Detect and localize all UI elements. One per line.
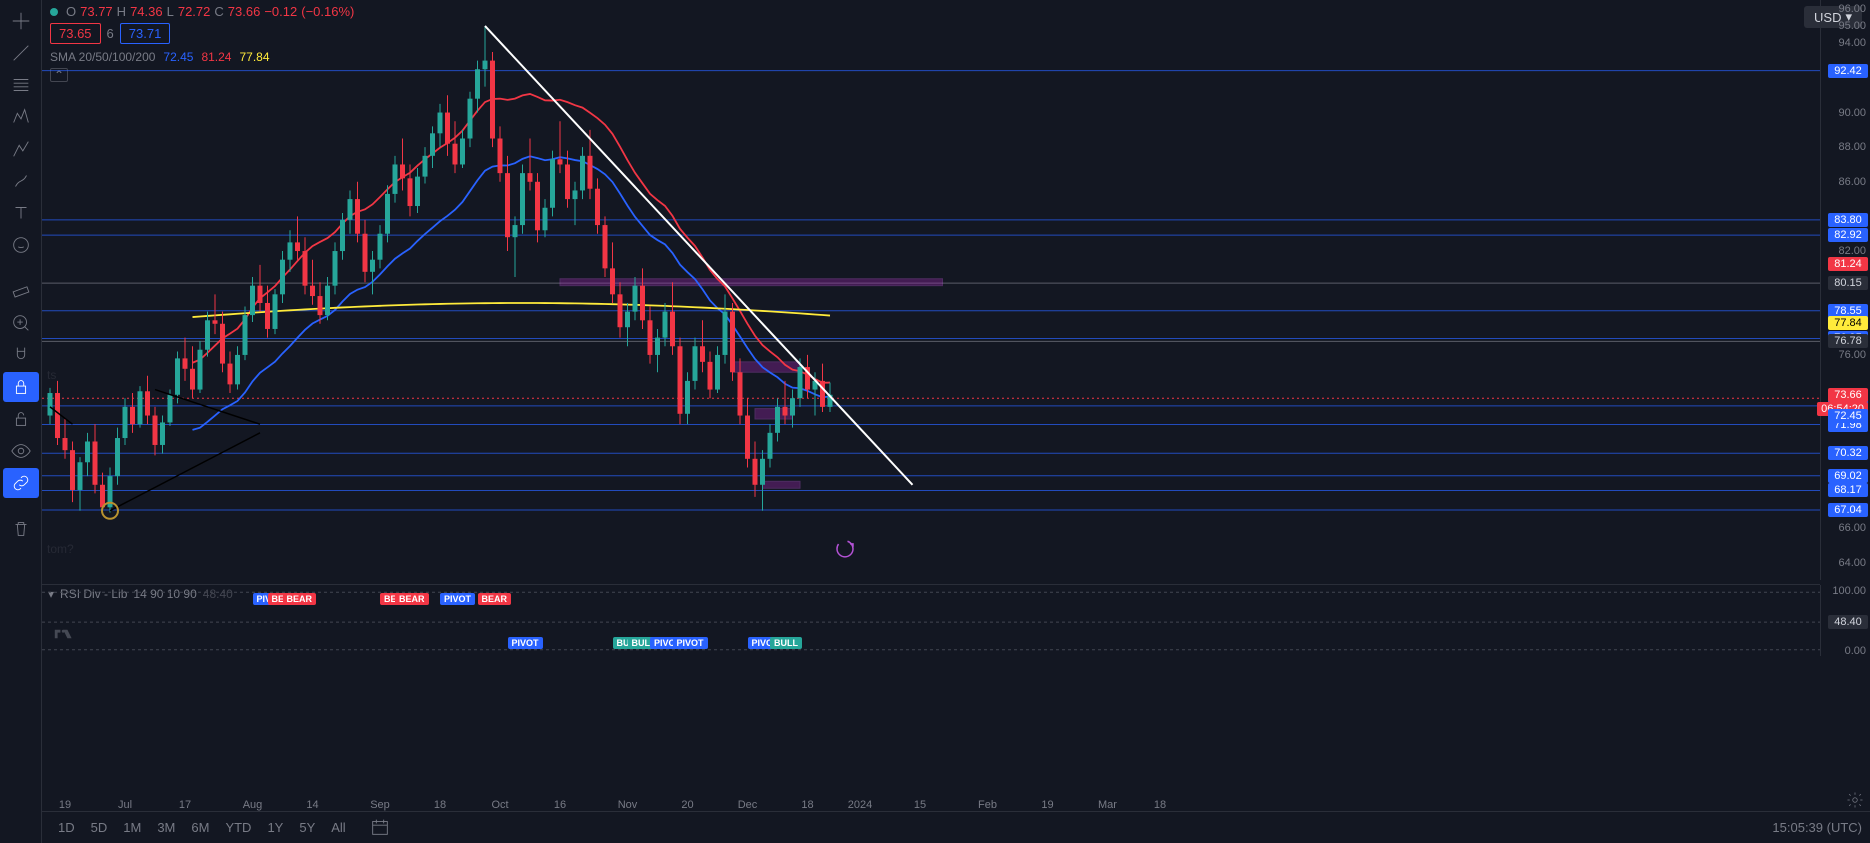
calendar-icon[interactable] [362, 812, 398, 842]
rsi-bear-tag: BEAR [395, 593, 429, 605]
time-tick: Aug [243, 799, 263, 811]
range-1Y[interactable]: 1Y [259, 816, 291, 839]
time-tick: 16 [554, 799, 566, 811]
price-marker: 81.24 [1828, 257, 1868, 271]
hline-label: 70.32 [1828, 446, 1868, 460]
time-tick: 18 [1154, 799, 1166, 811]
time-tick: 15 [914, 799, 926, 811]
clock: 15:05:39 (UTC) [1772, 820, 1862, 835]
zoom-tool[interactable] [3, 308, 39, 338]
time-tick: 14 [306, 799, 318, 811]
price-marker: 72.45 [1828, 409, 1868, 423]
time-tick: 19 [1041, 799, 1053, 811]
range-5D[interactable]: 5D [83, 816, 116, 839]
price-tick: 96.00 [1838, 3, 1866, 15]
price-tick: 90.00 [1838, 107, 1866, 119]
hline-label: 83.80 [1828, 213, 1868, 227]
drawing-toolbar [0, 0, 42, 843]
fib-tool[interactable] [3, 70, 39, 100]
range-5Y[interactable]: 5Y [291, 816, 323, 839]
settings-icon[interactable] [1846, 791, 1864, 809]
bottom-bar: 1D5D1M3M6MYTD1Y5YAll 15:05:39 (UTC) [42, 811, 1870, 843]
rsi-bear-tag: BEAR [283, 593, 317, 605]
hline-label: 67.04 [1828, 503, 1868, 517]
range-buttons: 1D5D1M3M6MYTD1Y5YAll [50, 816, 354, 839]
price-tick: 82.00 [1838, 245, 1866, 257]
crosshair-tool[interactable] [3, 6, 39, 36]
price-tick: 94.00 [1838, 37, 1866, 49]
rsi-panel[interactable]: ▾ RSI Div - Lib 14 90 10 90 48.40 100.00… [42, 584, 1820, 656]
time-tick: 2024 [848, 799, 872, 811]
hline-label: 68.17 [1828, 483, 1868, 497]
trendline-tool[interactable] [3, 38, 39, 68]
time-axis[interactable]: 19 Jul 17 Aug 14 Sep 18 Oct 16 Nov 20 Dec 18 2024 15 Fe… [42, 791, 1820, 811]
rsi-pivot-tag: PIVOT [673, 637, 708, 649]
range-All[interactable]: All [323, 816, 353, 839]
range-3M[interactable]: 3M [149, 816, 183, 839]
time-tick: Sep [370, 799, 390, 811]
range-6M[interactable]: 6M [183, 816, 217, 839]
link-tool[interactable] [3, 468, 39, 498]
chart-svg[interactable] [42, 0, 1820, 580]
rsi-bear-tag: BEAR [478, 593, 512, 605]
hline-label: 69.02 [1828, 469, 1868, 483]
hline-label: 82.92 [1828, 228, 1868, 242]
hline-label: 76.78 [1828, 334, 1868, 348]
pattern-tool[interactable] [3, 102, 39, 132]
price-marker: 73.66 [1828, 388, 1868, 402]
emoji-tool[interactable] [3, 230, 39, 260]
range-1M[interactable]: 1M [115, 816, 149, 839]
rsi-bull-tag: BULL [770, 637, 802, 649]
time-tick: 18 [434, 799, 446, 811]
rsi-pivot-tag: PIVOT [508, 637, 543, 649]
price-tick: 95.00 [1838, 20, 1866, 32]
time-tick: 19 [59, 799, 71, 811]
lock2-tool[interactable] [3, 404, 39, 434]
ghost-text: ts [47, 368, 56, 382]
range-YTD[interactable]: YTD [217, 816, 259, 839]
time-tick: Feb [978, 799, 997, 811]
range-1D[interactable]: 1D [50, 816, 83, 839]
magnet-tool[interactable] [3, 340, 39, 370]
rsi-value-label: 48.40 [1828, 615, 1868, 629]
lock-tool[interactable] [3, 372, 39, 402]
chart-main[interactable] [42, 0, 1820, 843]
rsi-pivot-tag: PIVOT [440, 593, 475, 605]
ruler-tool[interactable] [3, 276, 39, 306]
time-tick: 17 [179, 799, 191, 811]
time-tick: Oct [491, 799, 508, 811]
time-tick: Nov [618, 799, 638, 811]
hline-label: 92.42 [1828, 64, 1868, 78]
price-tick: 88.00 [1838, 141, 1866, 153]
time-tick: 18 [801, 799, 813, 811]
ghost-text: tom? [47, 542, 74, 556]
price-tick: 76.00 [1838, 349, 1866, 361]
time-tick: 20 [681, 799, 693, 811]
price-tick: 66.00 [1838, 522, 1866, 534]
price-axis[interactable]: 64.00 66.00 76.00 82.00 86.00 88.00 90.00 94.00… [1820, 0, 1870, 580]
price-tick: 64.00 [1838, 557, 1866, 569]
projection-tool[interactable] [3, 134, 39, 164]
rsi-axis: 100.00 0.00 48.40 [1820, 585, 1870, 656]
time-tick: Dec [738, 799, 758, 811]
rsi-tick: 100.00 [1832, 585, 1866, 597]
price-marker: 77.84 [1828, 316, 1868, 330]
brush-tool[interactable] [3, 166, 39, 196]
trash-tool[interactable] [3, 514, 39, 544]
text-tool[interactable] [3, 198, 39, 228]
rsi-tick: 0.00 [1845, 645, 1866, 657]
hline-label: 80.15 [1828, 276, 1868, 290]
time-tick: Mar [1098, 799, 1117, 811]
eye-tool[interactable] [3, 436, 39, 466]
time-tick: Jul [118, 799, 132, 811]
price-tick: 86.00 [1838, 176, 1866, 188]
